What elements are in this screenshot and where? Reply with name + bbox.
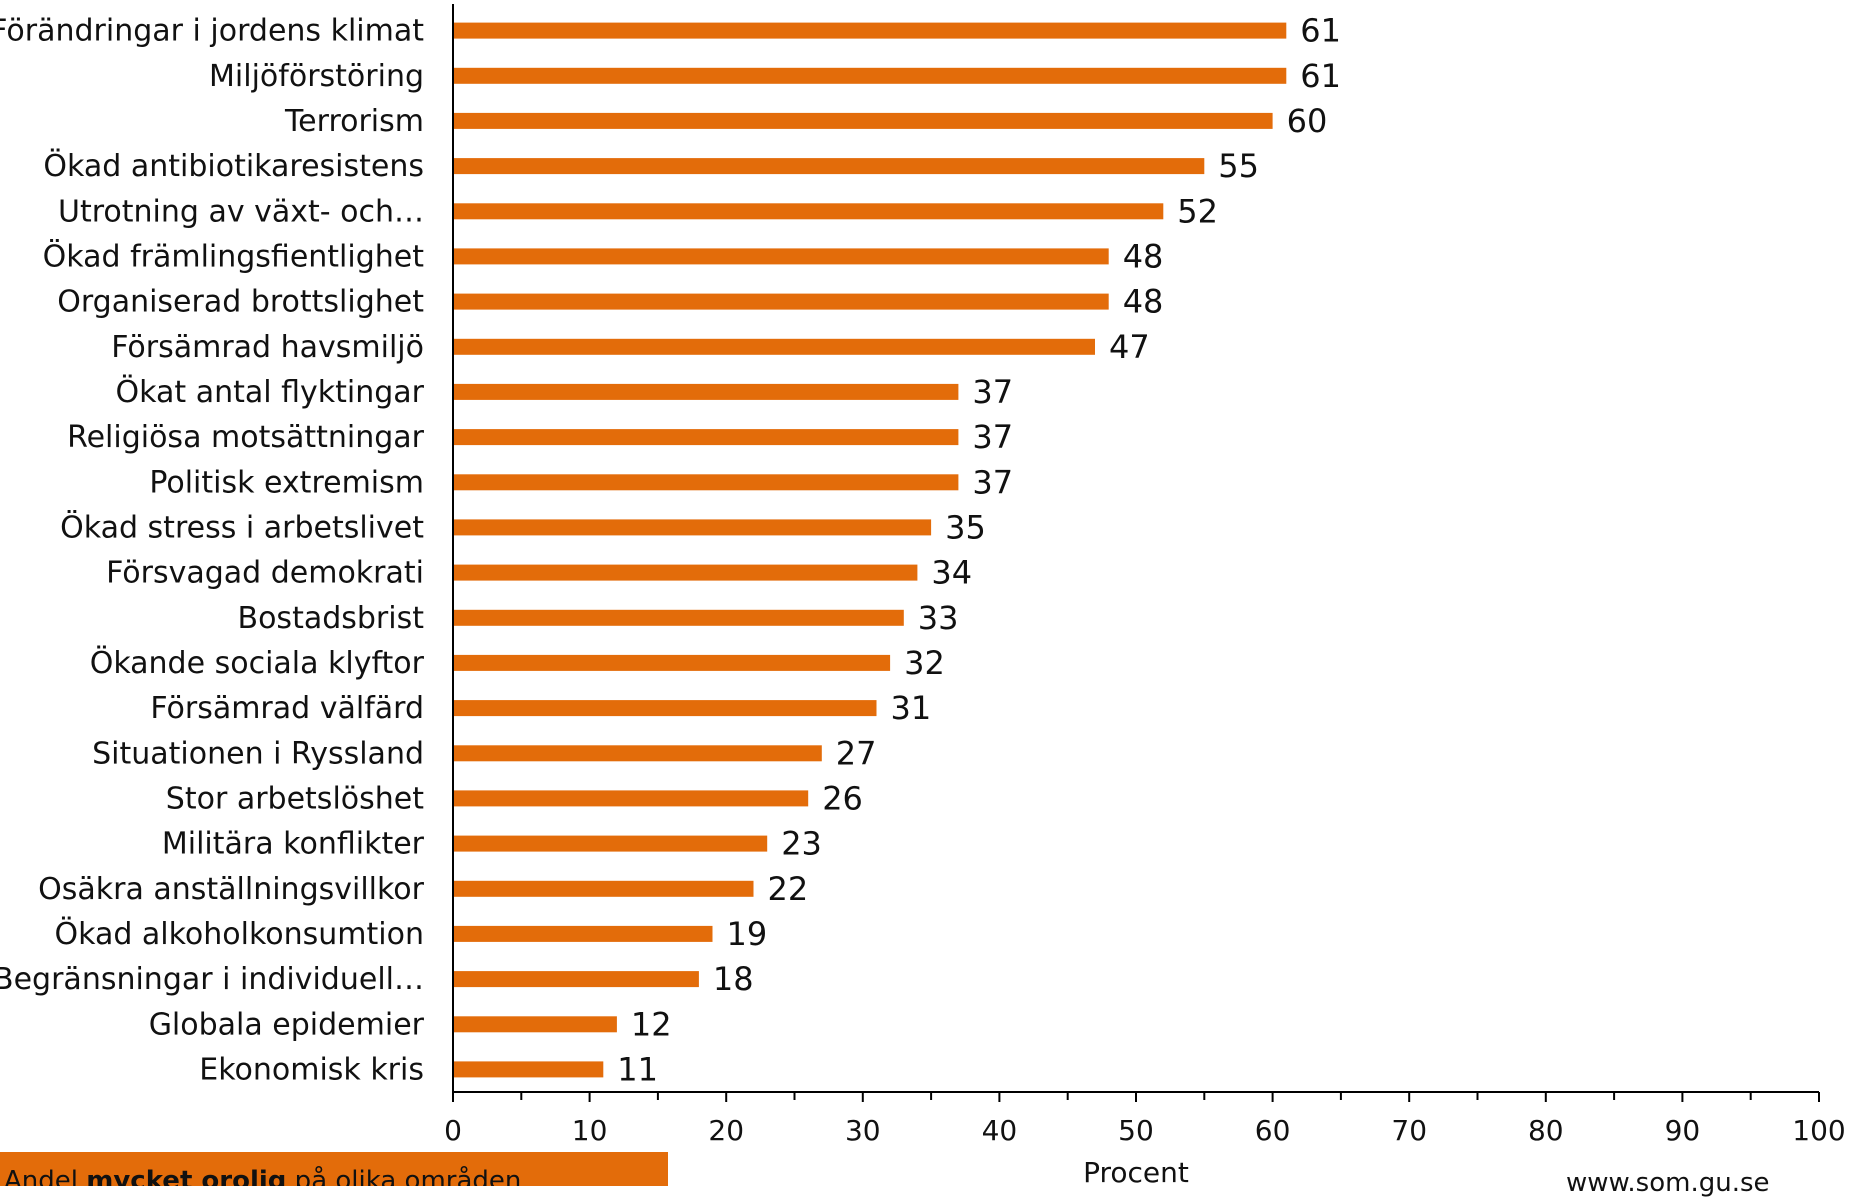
bar [453, 971, 699, 988]
bar [453, 158, 1205, 175]
x-tick-label: 10 [572, 1114, 608, 1147]
category-label: Ökad främlingsfientlighet [43, 238, 425, 274]
bar [453, 880, 754, 897]
bar [453, 112, 1273, 129]
value-label: 19 [727, 915, 768, 953]
value-label: 37 [972, 463, 1013, 501]
footer-prefix: Andel [4, 1166, 87, 1186]
value-label: 60 [1287, 102, 1328, 140]
value-label: 52 [1177, 192, 1218, 230]
bar [453, 429, 959, 446]
category-label: Religiösa motsättningar [67, 420, 425, 455]
bar [453, 67, 1287, 84]
category-label: Försvagad demokrati [106, 556, 424, 591]
value-label: 18 [713, 960, 754, 998]
category-label: Osäkra anställningsvillkor [38, 872, 425, 907]
bar [453, 383, 959, 400]
category-label: Begränsningar i individuell… [0, 962, 424, 997]
bar [453, 745, 822, 762]
category-label: Ökad stress i arbetslivet [60, 509, 424, 545]
category-label: Miljöförstöring [209, 59, 424, 94]
bar [453, 248, 1109, 265]
category-label: Försämrad välfärd [150, 691, 424, 726]
value-label: 11 [617, 1050, 658, 1088]
bar [453, 654, 891, 671]
x-axis-label: Procent [1083, 1156, 1189, 1186]
bar [453, 925, 713, 942]
value-label: 22 [768, 870, 809, 908]
footer-emphasis: mycket orolig [86, 1166, 287, 1186]
footer-note: Andel mycket orolig på olika områden [0, 1152, 668, 1186]
bars [453, 22, 1287, 1078]
x-tick-label: 20 [708, 1114, 744, 1147]
x-tick-label: 60 [1255, 1114, 1291, 1147]
category-label: Politisk extremism [149, 465, 424, 500]
category-label: Bostadsbrist [238, 601, 425, 636]
value-label: 55 [1218, 147, 1259, 185]
value-label: 12 [631, 1005, 672, 1043]
x-tick-label: 50 [1118, 1114, 1154, 1147]
bar [453, 22, 1287, 39]
bar [453, 790, 809, 807]
value-label: 48 [1123, 283, 1164, 321]
value-label: 48 [1123, 237, 1164, 275]
x-tick-label: 90 [1665, 1114, 1701, 1147]
footer-suffix: på olika områden [286, 1166, 522, 1186]
bar [453, 1016, 617, 1033]
bar [453, 835, 768, 852]
value-label: 27 [836, 734, 877, 772]
value-label: 61 [1300, 12, 1341, 50]
category-label: Försämrad havsmiljö [111, 330, 424, 365]
bar [453, 700, 877, 717]
footer-note-text: Andel mycket orolig på olika områden [4, 1166, 521, 1186]
category-label: Ökat antal flyktingar [116, 374, 425, 410]
bar [453, 203, 1164, 220]
value-label: 26 [822, 779, 863, 817]
category-label: Organiserad brottslighet [57, 285, 424, 320]
value-label: 23 [781, 825, 822, 863]
x-tick-label: 30 [845, 1114, 881, 1147]
category-label: Utrotning av växt- och… [58, 194, 424, 229]
category-labels: Förändringar i jordens klimat Miljöförstö… [0, 14, 425, 1088]
bar [453, 474, 959, 491]
value-label: 32 [904, 644, 945, 682]
category-label: Förändringar i jordens klimat [0, 14, 424, 49]
axes: 0 10 20 30 40 50 60 70 80 90 100 [444, 4, 1846, 1147]
x-tick-label: 0 [444, 1114, 462, 1147]
category-label: Militära konflikter [162, 827, 425, 862]
category-label: Globala epidemier [149, 1007, 425, 1042]
x-tick-label: 70 [1391, 1114, 1427, 1147]
x-tick-label: 100 [1792, 1114, 1845, 1147]
bar [453, 338, 1095, 355]
bar [453, 293, 1109, 310]
category-label: Ökad alkoholkonsumtion [54, 916, 424, 952]
category-label: Stor arbetslöshet [166, 781, 424, 816]
value-label: 37 [972, 418, 1013, 456]
category-label: Ekonomisk kris [199, 1052, 424, 1087]
bar [453, 564, 918, 581]
category-label: Ökad antibiotikaresistens [43, 148, 424, 184]
category-label: Terrorism [284, 104, 424, 139]
value-label: 31 [891, 689, 932, 727]
value-label: 47 [1109, 328, 1150, 366]
value-label: 37 [972, 373, 1013, 411]
value-label: 61 [1300, 57, 1341, 95]
bar [453, 609, 904, 626]
value-label: 35 [945, 508, 986, 546]
x-tick-label: 40 [982, 1114, 1018, 1147]
value-label: 34 [931, 554, 972, 592]
category-label: Situationen i Ryssland [92, 736, 424, 771]
category-label: Ökande sociala klyftor [90, 645, 425, 681]
source-url: www.som.gu.se [1566, 1168, 1770, 1198]
value-label: 33 [918, 599, 959, 637]
x-tick-label: 80 [1528, 1114, 1564, 1147]
bar [453, 519, 932, 536]
bar [453, 1061, 604, 1078]
